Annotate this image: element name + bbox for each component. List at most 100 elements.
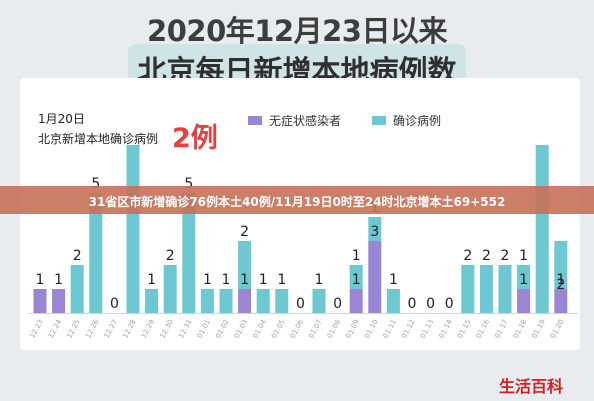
stack-label-01.18: 1: [519, 272, 528, 288]
bar-confirmed-12.28: [126, 145, 140, 313]
tick-label-01.02: 01.02: [214, 318, 230, 339]
tick-label-01.04: 01.04: [251, 318, 268, 340]
chart-header: 2020年12月23日以来 北京每日新增本地病例数: [0, 0, 594, 95]
data-label-12.31: 5: [184, 176, 193, 192]
tick-label-01.03: 01.03: [233, 318, 249, 339]
tick-label-12.27: 12.27: [103, 318, 119, 339]
tick-label-01.06: 01.06: [289, 318, 306, 340]
bar-confirmed-01.11: [386, 289, 400, 313]
stack-label-01.03: 1: [240, 272, 249, 288]
annotation-date: 1月20日: [38, 112, 85, 126]
data-label-01.15: 2: [463, 248, 472, 264]
data-label-01.07: 1: [315, 272, 324, 288]
tick-label-01.05: 01.05: [270, 318, 286, 339]
data-label-01.08: 0: [333, 296, 342, 312]
tick-label-01.10: 01.10: [363, 318, 379, 339]
data-label-12.24: 1: [54, 272, 63, 288]
bar-confirmed-01.07: [312, 289, 326, 313]
data-label-12.27: 0: [110, 296, 119, 312]
annotation-label: 北京新增本地确诊病例: [38, 132, 159, 146]
data-label-01.04: 1: [259, 272, 268, 288]
stack-label-01.09: 1: [352, 272, 361, 288]
data-label-01.11: 1: [389, 272, 398, 288]
bar-confirmed-01.01: [200, 289, 214, 313]
tick-label-01.09: 01.09: [344, 318, 360, 339]
data-label-01.18: 1: [519, 248, 528, 264]
tick-label-12.24: 12.24: [47, 318, 64, 340]
tick-label-01.01: 01.01: [196, 318, 212, 339]
data-label-01.12: 0: [408, 296, 417, 312]
bar-confirmed-01.15: [461, 265, 475, 313]
tick-label-01.19: 01.19: [530, 318, 546, 339]
data-label-01.01: 1: [203, 272, 212, 288]
data-label-12.29: 1: [147, 272, 156, 288]
tick-label-12.28: 12.28: [121, 318, 137, 339]
tick-label-01.07: 01.07: [307, 318, 323, 339]
bar-asymptomatic-12.24: [52, 289, 66, 313]
data-label-01.13: 0: [426, 296, 435, 312]
data-label-12.26: 5: [91, 176, 100, 192]
legend-swatch-confirmed: [372, 116, 386, 125]
tick-label-12.25: 12.25: [65, 318, 81, 339]
data-label-01.02: 1: [222, 272, 231, 288]
tick-label-01.08: 01.08: [326, 318, 342, 339]
data-label-01.05: 1: [277, 272, 286, 288]
bar-confirmed-01.20: [554, 241, 568, 289]
bar-confirmed-01.09: [349, 265, 363, 289]
bar-asymptomatic-12.23: [33, 289, 47, 313]
tick-label-12.29: 12.29: [140, 318, 156, 339]
bar-confirmed-01.16: [479, 265, 493, 313]
bar-confirmed-01.05: [275, 289, 289, 313]
data-label-01.16: 2: [482, 248, 491, 264]
tick-label-01.12: 01.12: [400, 318, 416, 339]
tick-label-12.30: 12.30: [158, 318, 174, 339]
data-label-01.14: 0: [445, 296, 454, 312]
news-overlay-text: 31省区市新增确诊76例本土40例/11月19日0时至24时北京增本土69+55…: [88, 195, 506, 209]
data-label-01.03: 2: [240, 224, 249, 240]
tick-label-01.20: 01.20: [549, 318, 565, 339]
tick-label-01.11: 01.11: [382, 318, 398, 339]
legend-label-confirmed: 确诊病例: [393, 114, 442, 128]
tick-label-01.14: 01.14: [437, 318, 454, 340]
bar-asymptomatic-01.09: [349, 289, 363, 313]
legend-label-asymptomatic: 无症状感染者: [269, 114, 342, 128]
tick-label-12.31: 12.31: [177, 318, 193, 339]
inner-label-01.20: 2: [556, 277, 565, 293]
tick-label-01.16: 01.16: [475, 318, 492, 340]
bar-asymptomatic-01.18: [517, 289, 531, 313]
tick-label-01.18: 01.18: [512, 318, 528, 339]
bar-confirmed-01.19: [535, 145, 549, 313]
legend-swatch-asymptomatic: [248, 116, 262, 125]
legend-item-confirmed: 确诊病例: [372, 112, 441, 129]
data-label-01.17: 2: [501, 248, 510, 264]
data-label-12.30: 2: [166, 248, 175, 264]
bar-confirmed-01.04: [256, 289, 270, 313]
legend-item-asymptomatic: 无症状感染者: [248, 112, 341, 129]
bar-confirmed-01.10: [368, 217, 382, 241]
tick-label-01.17: 01.17: [493, 318, 509, 339]
tick-label-12.26: 12.26: [84, 318, 101, 340]
bar-asymptomatic-01.03: [238, 289, 252, 313]
tick-label-12.23: 12.23: [28, 318, 44, 339]
bar-confirmed-12.30: [163, 265, 177, 313]
stack-label-01.20: 1: [556, 272, 565, 288]
bar-confirmed-12.29: [145, 289, 159, 313]
bar-confirmed-12.31: [182, 193, 196, 313]
bar-confirmed-12.26: [89, 193, 103, 313]
bar-confirmed-01.18: [517, 265, 531, 289]
annotation-value: 2例: [172, 123, 218, 154]
bar-asymptomatic-01.10: [368, 241, 382, 313]
tick-label-01.15: 01.15: [456, 318, 472, 339]
stack-label-01.10: 3: [370, 224, 379, 240]
bar-asymptomatic-01.20: [554, 289, 568, 313]
tick-label-01.13: 01.13: [419, 318, 435, 339]
data-label-12.25: 2: [73, 248, 82, 264]
watermark-logo: 生活百科: [499, 377, 564, 396]
bar-confirmed-01.03: [238, 241, 252, 289]
bar-confirmed-01.02: [219, 289, 233, 313]
news-overlay-banner: [0, 186, 594, 214]
bar-confirmed-12.25: [70, 265, 84, 313]
chart-title: 2020年12月23日以来: [147, 14, 447, 48]
bar-confirmed-01.17: [498, 265, 512, 313]
data-label-01.06: 0: [296, 296, 305, 312]
